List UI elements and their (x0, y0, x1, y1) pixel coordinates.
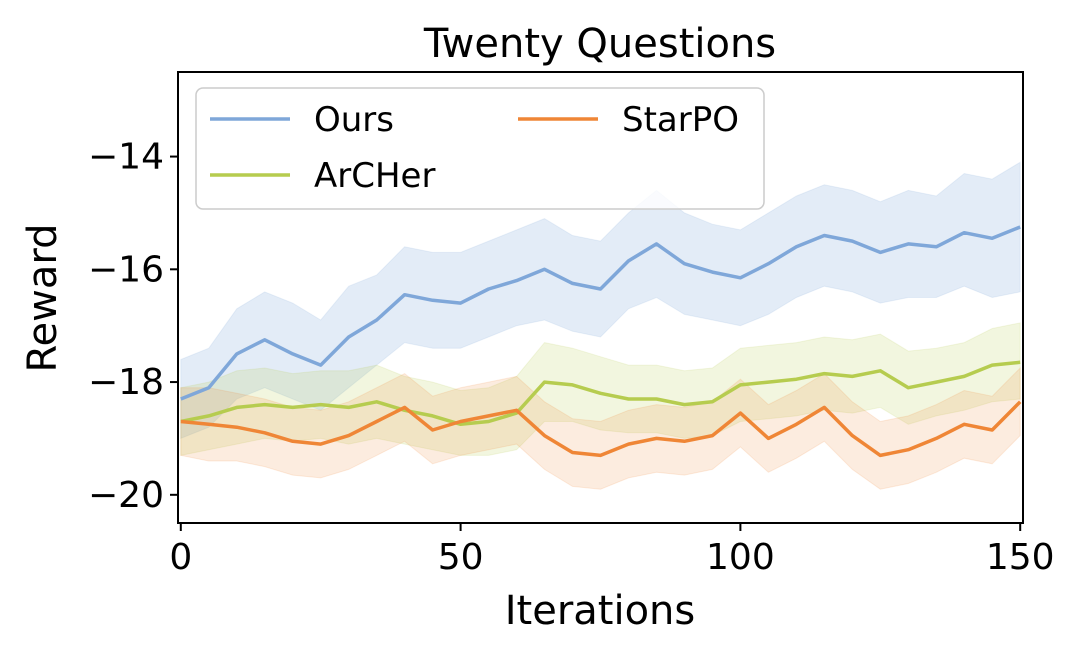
y-tick-label: −16 (88, 249, 164, 290)
series-line-ours (180, 225, 1021, 401)
plot-frame (177, 71, 1024, 524)
legend: Ours ArCHer StarPO (195, 87, 765, 210)
x-tick-label: 100 (706, 537, 775, 578)
legend-label-ours: Ours (314, 100, 394, 140)
series-line-archer (180, 360, 1021, 427)
band-ours (180, 161, 1021, 440)
x-tick-label: 150 (986, 537, 1055, 578)
chart-title: Twenty Questions (423, 21, 776, 67)
x-axis: 0 50 100 150 (169, 523, 1055, 578)
legend-box (195, 87, 765, 210)
x-tick-label: 0 (169, 537, 192, 578)
plot-area (180, 161, 1022, 490)
legend-label-starpo: StarPO (622, 100, 739, 140)
y-tick-label: −14 (88, 137, 164, 178)
band-starpo (180, 366, 1021, 490)
x-axis-title: Iterations (505, 588, 696, 634)
y-axis-title: Reward (20, 224, 66, 373)
series-line-starpo (180, 400, 1022, 458)
y-tick-label: −18 (88, 362, 164, 403)
y-tick-label: −20 (88, 475, 164, 516)
y-axis: −20 −18 −16 −14 (88, 137, 178, 516)
legend-label-archer: ArCHer (314, 156, 435, 196)
x-tick-label: 50 (438, 537, 484, 578)
band-archer (180, 322, 1021, 457)
